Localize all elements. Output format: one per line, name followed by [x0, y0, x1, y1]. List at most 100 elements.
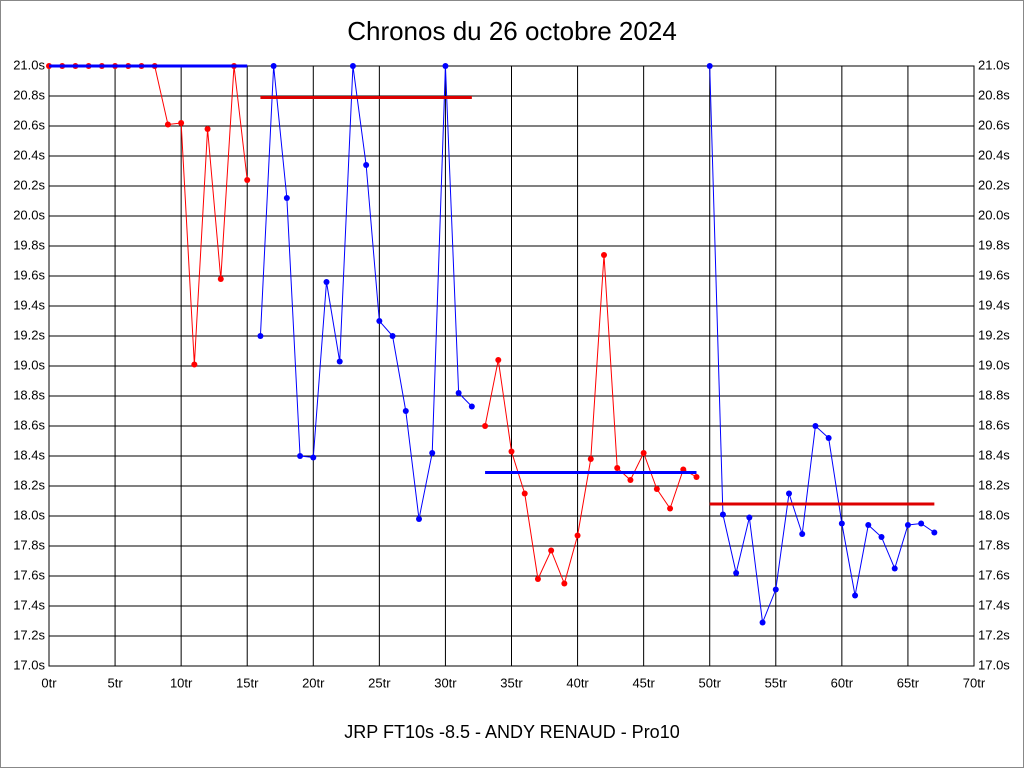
y-tick-label: 18.8s — [13, 387, 45, 402]
x-tick-label: 55tr — [765, 675, 788, 690]
data-point — [442, 63, 449, 69]
x-tick-label: 30tr — [434, 675, 457, 690]
y-tick-label: 18.4s — [13, 447, 45, 462]
data-point — [244, 177, 251, 183]
data-point — [640, 450, 647, 456]
y-tick-label: 20.2s — [13, 177, 45, 192]
x-axis-label: JRP FT10s -8.5 - ANDY RENAUD - Pro10 — [344, 722, 679, 742]
data-point — [693, 474, 700, 480]
data-point — [164, 121, 171, 128]
data-point — [468, 403, 475, 410]
data-point — [733, 570, 740, 576]
y2-tick-label: 19.8s — [978, 237, 1010, 252]
x-tick-label: 45tr — [632, 675, 655, 690]
y2-tick-label: 18.6s — [978, 417, 1010, 432]
y2-tick-label: 17.4s — [978, 597, 1010, 612]
y-tick-label: 18.2s — [13, 477, 45, 492]
data-point — [416, 516, 422, 522]
data-point — [772, 586, 779, 593]
y2-tick-label: 18.0s — [978, 507, 1010, 522]
series-line — [709, 65, 935, 625]
data-point — [534, 576, 541, 582]
data-point — [495, 357, 502, 363]
y-tick-label: 19.4s — [13, 297, 45, 312]
y-tick-label: 21.0s — [13, 57, 45, 72]
y2-tick-label: 19.4s — [978, 297, 1010, 312]
y2-tick-label: 17.2s — [978, 627, 1010, 642]
y2-tick-label: 17.0s — [978, 657, 1010, 672]
data-point — [455, 390, 462, 396]
y2-tick-label: 20.8s — [978, 87, 1010, 102]
y-tick-label: 19.8s — [13, 237, 45, 252]
data-point — [217, 276, 224, 282]
y-tick-label: 18.6s — [13, 417, 45, 432]
x-tick-label: 35tr — [500, 675, 523, 690]
y2-tick-label: 19.2s — [978, 327, 1010, 342]
data-point — [627, 477, 634, 483]
x-tick-label: 60tr — [831, 675, 854, 690]
y2-tick-label: 17.8s — [978, 537, 1010, 552]
data-point — [283, 195, 290, 201]
data-point — [178, 120, 185, 126]
y2-tick-label: 21.0s — [978, 57, 1010, 72]
data-point — [204, 126, 211, 132]
x-tick-label: 10tr — [170, 675, 193, 690]
y2-tick-label: 19.0s — [978, 357, 1010, 372]
x-tick-label: 40tr — [566, 675, 589, 690]
y2-tick-label: 20.0s — [978, 207, 1010, 222]
data-point — [653, 486, 660, 492]
y-tick-label: 19.6s — [13, 267, 45, 282]
data-point — [521, 490, 528, 497]
data-point — [587, 456, 594, 462]
data-point — [376, 318, 383, 324]
data-point — [402, 408, 409, 414]
y2-tick-label: 18.8s — [978, 387, 1010, 402]
data-point — [270, 63, 277, 69]
data-point — [482, 423, 489, 429]
data-point — [918, 520, 925, 527]
data-point — [601, 252, 607, 258]
data-point — [363, 162, 370, 168]
x-tick-label: 70tr — [963, 675, 986, 690]
x-tick-label: 15tr — [236, 675, 259, 690]
y2-tick-label: 20.2s — [978, 177, 1010, 192]
x-tick-label: 20tr — [302, 675, 325, 690]
data-point — [561, 580, 568, 587]
x-tick-label: 5tr — [107, 675, 123, 690]
data-point — [191, 361, 198, 368]
data-point — [878, 534, 885, 540]
y2-tick-label: 20.4s — [978, 147, 1010, 162]
data-point — [257, 333, 264, 339]
y2-tick-label: 17.6s — [978, 567, 1010, 582]
data-point — [786, 490, 792, 497]
data-point — [310, 454, 317, 461]
y-tick-label: 17.4s — [13, 597, 45, 612]
data-point — [389, 333, 396, 339]
x-tick-label: 25tr — [368, 675, 391, 690]
y-tick-label: 20.8s — [13, 87, 45, 102]
x-tick-label: 65tr — [897, 675, 920, 690]
y-tick-label: 20.4s — [13, 147, 45, 162]
chart-title: Chronos du 26 octobre 2024 — [347, 16, 677, 46]
data-point — [719, 511, 726, 518]
data-point — [548, 547, 555, 554]
y2-tick-label: 18.2s — [978, 477, 1010, 492]
data-point — [904, 522, 911, 528]
data-point — [508, 448, 515, 455]
data-point — [297, 453, 304, 459]
y-tick-label: 18.0s — [13, 507, 45, 522]
data-point — [429, 450, 436, 456]
data-point — [746, 514, 753, 521]
data-point — [706, 63, 713, 69]
data-point — [574, 532, 581, 539]
data-point — [759, 619, 766, 626]
y-tick-label: 17.6s — [13, 567, 45, 582]
data-point — [852, 592, 859, 599]
data-point — [799, 531, 806, 537]
data-point — [812, 423, 819, 429]
data-point — [614, 465, 621, 471]
data-point — [349, 63, 356, 69]
y-tick-label: 17.2s — [13, 627, 45, 642]
x-tick-label: 50tr — [699, 675, 722, 690]
